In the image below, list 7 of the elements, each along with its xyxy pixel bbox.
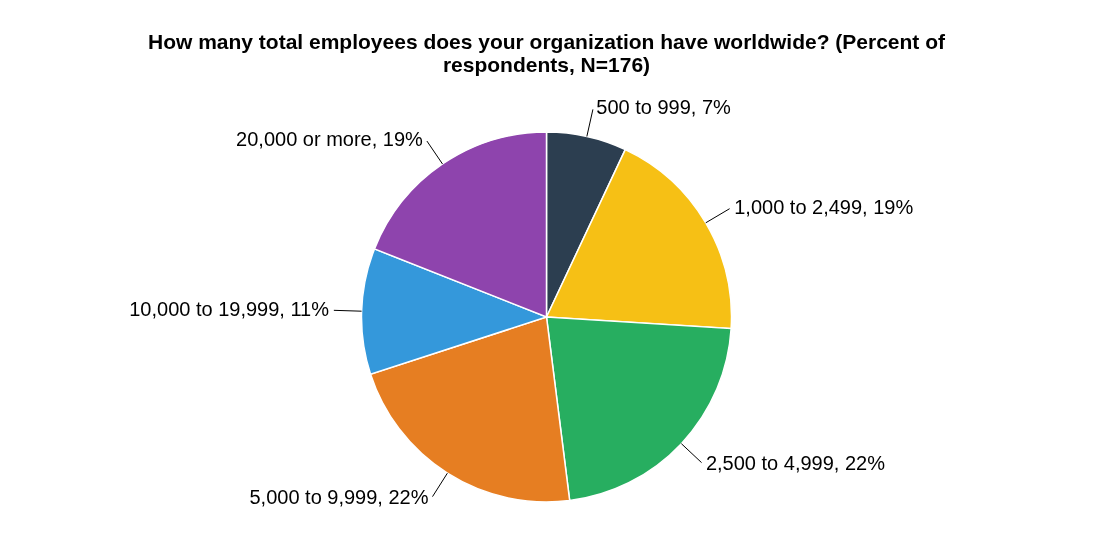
chart-title: How many total employees does your organization have worldwide? (Percent of respondents, N=176) [148,30,946,76]
slice-label: 5,000 to 9,999, 22% [249,486,429,509]
slice-label: 2,500 to 4,999, 22% [705,451,886,474]
slice-label: 1,000 to 2,499, 19% [734,195,914,218]
slice-label: 10,000 to 19,999, 11% [129,298,330,321]
slice-label: 500 to 999, 7% [596,95,732,118]
slice-label: 20,000 or more, 19% [236,127,424,150]
